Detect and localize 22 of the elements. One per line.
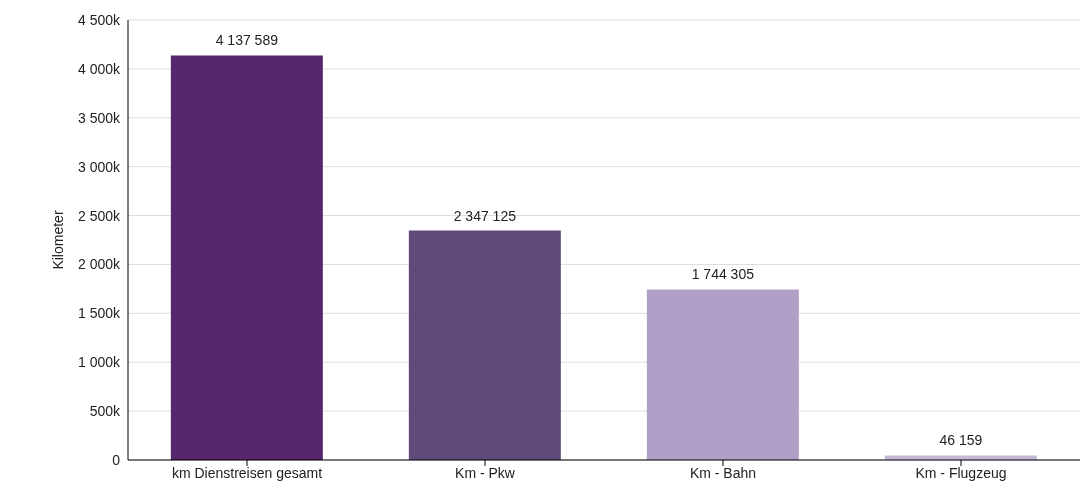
bar: [170, 55, 323, 460]
y-tick-label: 0: [112, 451, 121, 468]
bar: [646, 289, 799, 460]
data-label: 4 137 589: [215, 32, 279, 49]
x-tick-label: Km - Bahn: [689, 464, 757, 481]
y-tick-label: 1 000k: [77, 354, 121, 371]
y-axis-title: Kilometer: [49, 210, 66, 270]
y-tick-label: 3 500k: [77, 109, 121, 126]
data-label: 1 744 305: [691, 266, 755, 283]
x-tick-label: Km - Pkw: [455, 464, 516, 481]
data-label: 2 347 125: [453, 207, 517, 224]
x-tick-label: Km - Flugzeug: [915, 464, 1007, 481]
y-tick-label: 2 500k: [77, 207, 121, 224]
y-tick-label: 4 500k: [77, 11, 121, 28]
bar: [408, 230, 561, 460]
y-tick-label: 2 000k: [77, 256, 121, 273]
y-tick-label: 1 500k: [77, 305, 121, 322]
data-label: 46 159: [939, 432, 983, 449]
y-tick-label: 4 000k: [77, 60, 121, 77]
x-tick-label: km Dienstreisen gesamt: [171, 464, 323, 481]
y-tick-label: 500k: [89, 403, 121, 420]
y-tick-label: 3 000k: [77, 158, 121, 175]
